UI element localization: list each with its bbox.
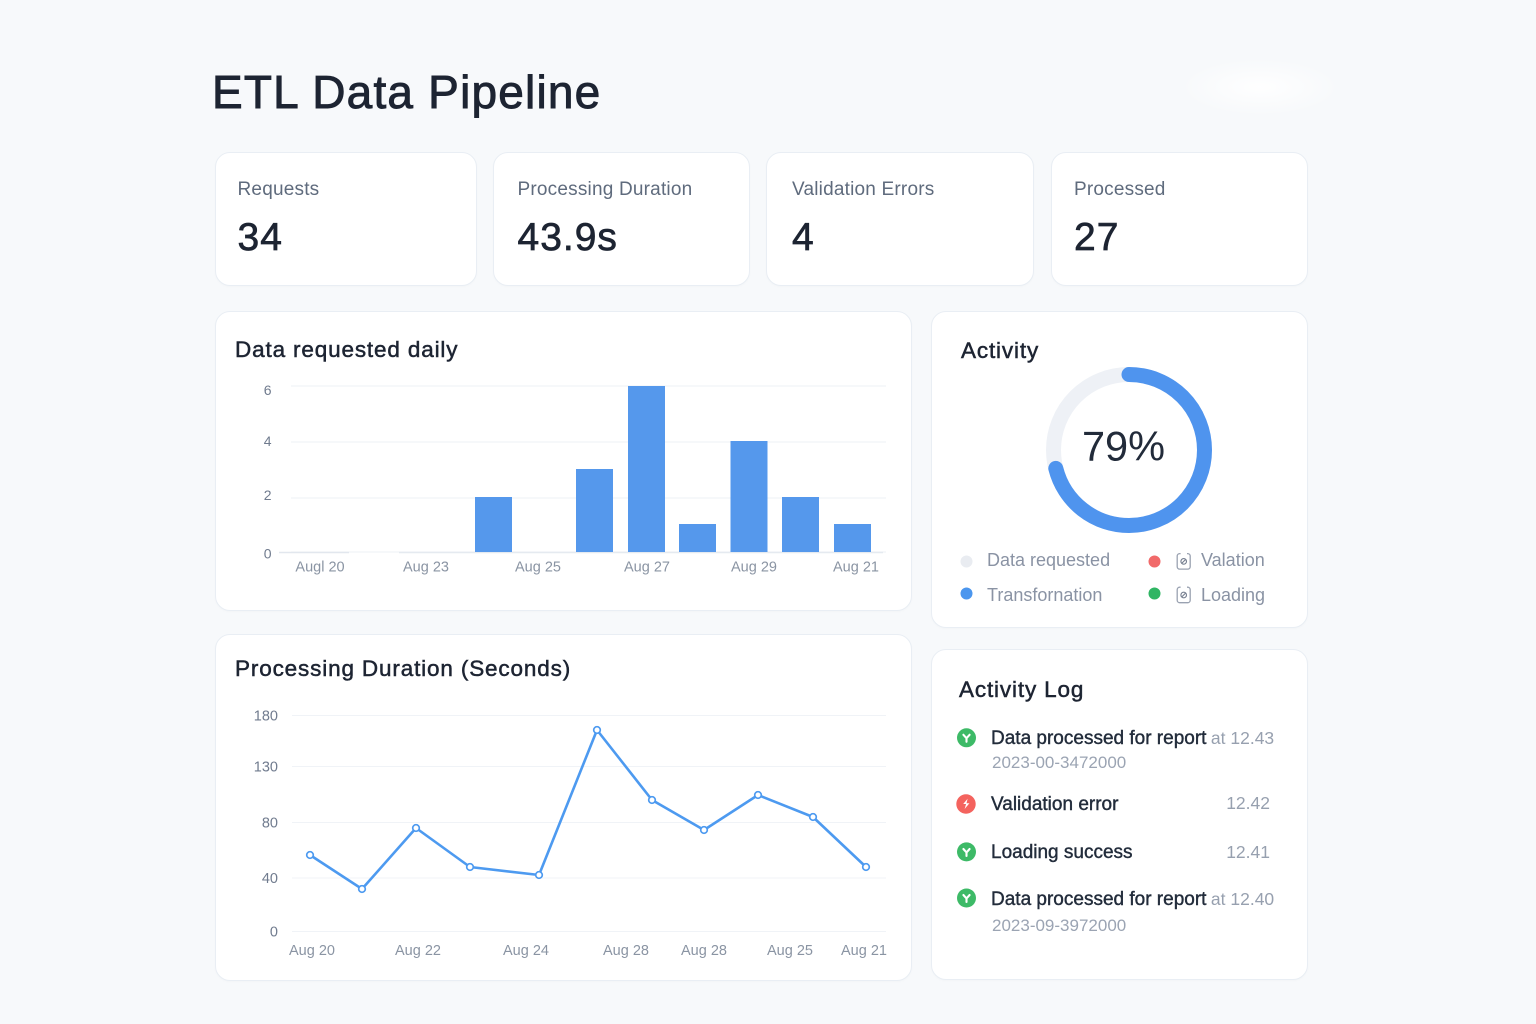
svg-text:4: 4 xyxy=(264,433,272,449)
svg-text:Aug 23: Aug 23 xyxy=(403,560,449,576)
svg-text:130: 130 xyxy=(254,760,278,776)
svg-text:Aug 20: Aug 20 xyxy=(289,943,335,959)
svg-text:Aug 21: Aug 21 xyxy=(833,560,879,576)
svg-text:Aug 21: Aug 21 xyxy=(841,943,887,959)
svg-text:Aug 24: Aug 24 xyxy=(503,943,549,959)
svg-text:0: 0 xyxy=(264,546,272,562)
svg-text:180: 180 xyxy=(254,709,278,725)
svg-text:Augl 20: Augl 20 xyxy=(295,560,344,576)
svg-text:79%: 79% xyxy=(1082,423,1165,470)
svg-text:40: 40 xyxy=(262,871,278,887)
svg-text:Aug 28: Aug 28 xyxy=(603,943,649,959)
svg-text:Aug 28: Aug 28 xyxy=(681,943,727,959)
svg-text:2: 2 xyxy=(264,487,272,503)
svg-text:Aug 29: Aug 29 xyxy=(731,560,777,576)
svg-text:6: 6 xyxy=(264,382,272,398)
svg-text:Aug 25: Aug 25 xyxy=(515,560,561,576)
svg-text:0: 0 xyxy=(270,925,278,941)
svg-text:Aug 27: Aug 27 xyxy=(624,560,670,576)
svg-text:Aug 25: Aug 25 xyxy=(767,943,813,959)
svg-text:Aug 22: Aug 22 xyxy=(395,943,441,959)
svg-text:80: 80 xyxy=(262,816,278,832)
